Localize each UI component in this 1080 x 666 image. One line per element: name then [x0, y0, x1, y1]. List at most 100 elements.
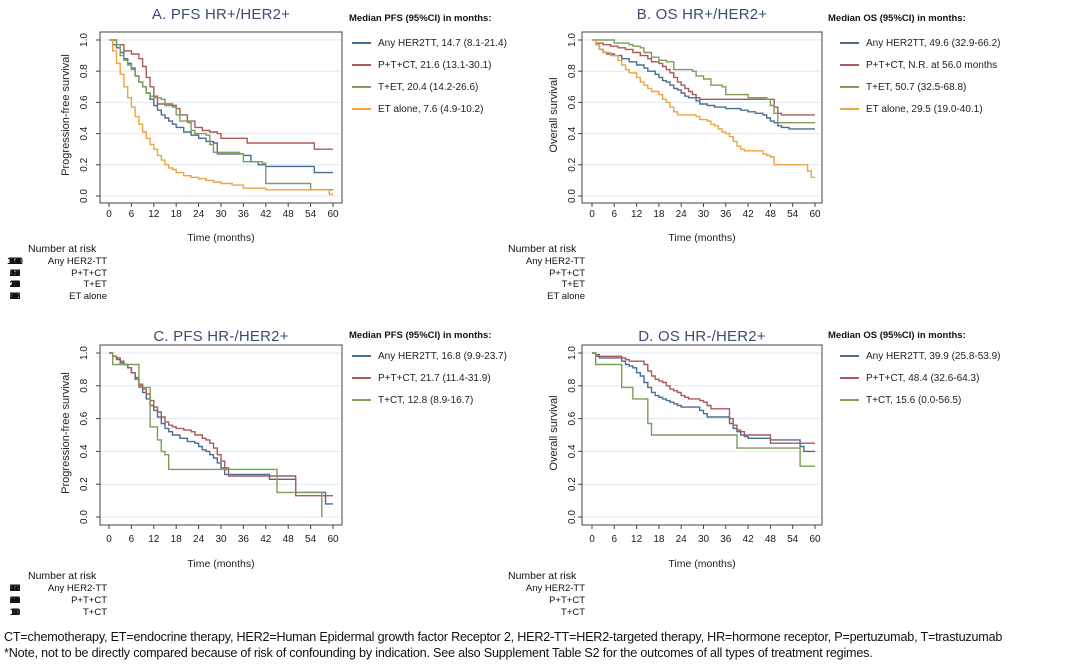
km-curve-t-et — [109, 39, 333, 191]
risk-value: 13 — [9, 594, 21, 606]
risk-value: 27 — [9, 267, 21, 279]
legend-label: Any HER2TT, 14.7 (8.1-21.4) — [378, 37, 507, 49]
risk-value: 10 — [9, 583, 21, 594]
risk-value: 1 — [12, 291, 18, 303]
risk-value: 57 — [9, 256, 21, 267]
risk-value: 30 — [9, 583, 21, 594]
x-tick-label: 6 — [129, 209, 135, 220]
panel-d-y-axis-label: Overall survival — [548, 395, 560, 471]
y-tick-label: 0.0 — [79, 189, 90, 203]
panel-b-legend: Any HER2TT, 49.6 (32.9-66.2) P+T+CT, N.R.… — [840, 32, 1001, 120]
y-tick-label: 0.2 — [567, 157, 578, 171]
x-tick-label: 0 — [106, 209, 112, 220]
risk-value: 19 — [9, 256, 21, 267]
risk-value: 24 — [9, 267, 21, 279]
risk-value: 14 — [9, 606, 21, 618]
risk-value: 3 — [12, 606, 18, 618]
risk-value: 53 — [9, 267, 21, 279]
risk-value: 33 — [9, 256, 21, 267]
x-tick-label: 24 — [193, 209, 205, 220]
risk-value: 13 — [9, 606, 21, 618]
risk-value: 26 — [9, 594, 21, 606]
risk-value: 12 — [9, 267, 21, 279]
risk-row-label: T+ET — [83, 279, 108, 291]
risk-value: 9 — [12, 594, 18, 606]
risk-value: 2 — [12, 291, 18, 303]
x-tick-label: 60 — [327, 534, 339, 545]
risk-value: 6 — [12, 594, 18, 606]
panel-b-risk-header: Number at risk — [508, 243, 577, 255]
risk-value: 38 — [9, 256, 21, 267]
risk-value: 31 — [9, 279, 21, 291]
x-tick-label: 48 — [283, 534, 295, 545]
y-tick-label: 0.8 — [567, 64, 578, 78]
risk-value: 62 — [9, 291, 21, 303]
legend-item: P+T+CT, 48.4 (32.6-64.3) — [840, 367, 1001, 389]
y-tick-label: 1.0 — [79, 346, 90, 360]
risk-value: 57 — [9, 267, 21, 279]
x-tick-label: 42 — [260, 534, 272, 545]
legend-line-swatch — [352, 355, 371, 357]
x-tick-label: 54 — [787, 209, 799, 220]
x-tick-label: 42 — [743, 209, 755, 220]
x-tick-label: 6 — [129, 534, 135, 545]
x-tick-label: 6 — [612, 534, 618, 545]
risk-value: 29 — [9, 594, 21, 606]
risk-value: 5 — [12, 291, 18, 303]
legend-label: P+T+CT, N.R. at 56.0 months — [866, 59, 998, 71]
abbreviations-footnote: CT=chemotherapy, ET=endocrine therapy, H… — [4, 630, 1003, 644]
x-tick-label: 12 — [631, 534, 643, 545]
legend-label: ET alone, 29.5 (19.0-40.1) — [866, 103, 983, 115]
risk-value: 17 — [9, 267, 21, 279]
legend-item: T+CT, 15.6 (0.0-56.5) — [840, 389, 1001, 411]
risk-value: 2 — [12, 291, 18, 303]
risk-value: 59 — [9, 267, 21, 279]
risk-value: 10 — [9, 279, 21, 291]
panel-d-x-axis-label: Time (months) — [668, 558, 736, 570]
risk-value: 72 — [9, 291, 21, 303]
risk-value: 120 — [7, 256, 23, 267]
risk-value: 21 — [9, 583, 21, 594]
risk-value: 49 — [9, 267, 21, 279]
risk-value: 91 — [9, 256, 21, 267]
legend-item: T+CT, 12.8 (8.9-16.7) — [352, 389, 507, 411]
risk-value: 33 — [9, 291, 21, 303]
x-tick-label: 12 — [148, 534, 160, 545]
panel-a-risk-header: Number at risk — [28, 243, 97, 255]
risk-value: 15 — [9, 267, 21, 279]
panel-c-legend-title: Median PFS (95%CI) in months: — [349, 330, 492, 341]
legend-label: T+CT, 12.8 (8.9-16.7) — [378, 394, 474, 406]
risk-value: 37 — [9, 583, 21, 594]
risk-value: 14 — [9, 267, 21, 279]
legend-line-swatch — [840, 86, 859, 88]
panel-a-y-axis-label: Progression-free survival — [60, 54, 72, 176]
y-tick-label: 0.4 — [567, 444, 578, 458]
legend-item: T+ET, 50.7 (32.5-68.8) — [840, 76, 1001, 98]
risk-value: 2 — [12, 583, 18, 594]
y-tick-label: 0.8 — [79, 378, 90, 392]
risk-row-label: T+CT — [82, 606, 107, 618]
risk-row-label: Any HER2-TT — [47, 256, 107, 267]
legend-label: ET alone, 7.6 (4.9-10.2) — [378, 103, 484, 115]
risk-value: 32 — [9, 594, 21, 606]
panel-c-x-axis-label: Time (months) — [187, 558, 255, 570]
risk-value: 109 — [7, 256, 23, 267]
risk-value: 9 — [12, 267, 18, 279]
risk-value: 17 — [9, 583, 21, 594]
risk-value: 24 — [9, 279, 21, 291]
km-curve-any-her2tt — [592, 352, 815, 453]
x-tick-label: 48 — [765, 534, 777, 545]
km-curve-p-t-ct — [592, 39, 815, 116]
legend-item: Any HER2TT, 16.8 (9.9-23.7) — [352, 345, 507, 367]
y-tick-label: 0.0 — [567, 510, 578, 524]
km-curve-any-her2tt — [592, 39, 815, 130]
legend-line-swatch — [352, 377, 371, 379]
panel-a-legend-title: Median PFS (95%CI) in months: — [349, 13, 492, 24]
risk-value: 3 — [12, 606, 18, 618]
panel-c-risk-header: Number at risk — [28, 570, 97, 582]
x-tick-label: 60 — [809, 534, 821, 545]
legend-label: T+CT, 15.6 (0.0-56.5) — [866, 394, 962, 406]
risk-value: 19 — [9, 256, 21, 267]
panel-d-legend-title: Median OS (95%CI) in months: — [828, 330, 966, 341]
